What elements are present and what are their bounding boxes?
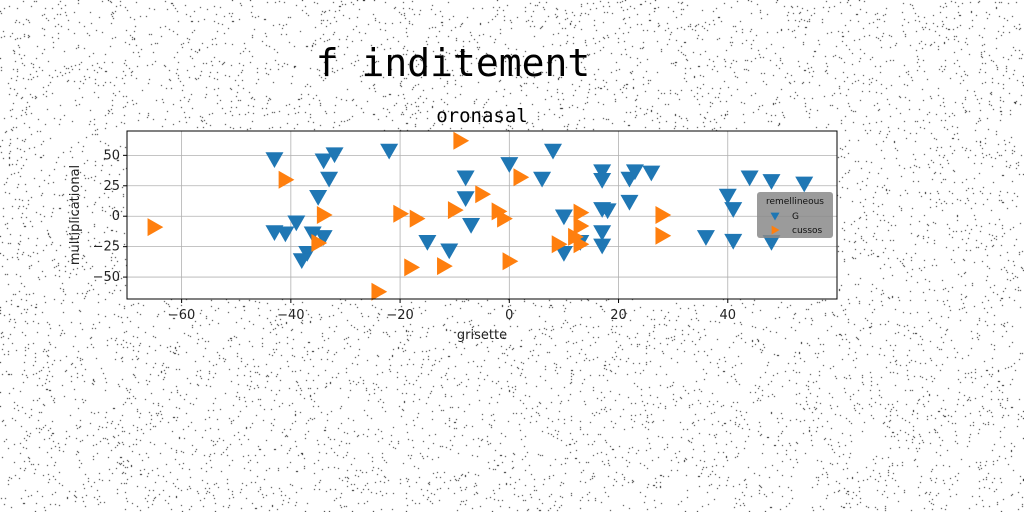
data-point-series-0 <box>598 203 617 220</box>
x-tick-label: −20 <box>386 308 413 323</box>
x-tick-label: −60 <box>168 308 195 323</box>
figure-suptitle: f inditement <box>316 41 591 85</box>
data-point-series-0 <box>625 164 644 181</box>
data-point-series-0 <box>724 202 743 218</box>
data-point-series-1 <box>409 209 426 228</box>
data-point-series-0 <box>320 171 339 188</box>
data-point-series-1 <box>278 170 295 189</box>
y-tick-label: −25 <box>93 240 120 255</box>
y-axis-ticks: −50 −25 0 25 50 <box>93 148 127 285</box>
data-point-series-0 <box>762 235 781 251</box>
x-tick-label: 20 <box>610 308 627 323</box>
x-tick-label: −40 <box>277 308 304 323</box>
grid-lines <box>127 131 837 299</box>
data-point-series-0 <box>620 194 639 211</box>
data-point-series-0 <box>593 164 612 181</box>
data-point-series-0 <box>642 165 661 182</box>
x-axis-ticks: −60 −40 −20 0 20 40 <box>168 299 736 323</box>
data-point-series-1 <box>311 234 328 252</box>
data-point-series-0 <box>276 226 295 243</box>
data-point-series-0 <box>544 143 562 160</box>
data-point-series-1 <box>316 206 333 224</box>
y-tick-label: 0 <box>112 209 120 224</box>
x-tick-label: 0 <box>505 308 513 323</box>
legend-label-0: G <box>792 212 799 222</box>
y-tick-label: 25 <box>103 179 120 194</box>
data-point-series-0 <box>456 170 475 187</box>
data-point-series-1 <box>502 252 519 271</box>
data-point-series-1 <box>655 226 672 245</box>
data-point-series-1 <box>371 282 388 301</box>
data-point-series-1 <box>147 218 164 237</box>
y-tick-label: 50 <box>103 148 120 163</box>
data-point-series-1 <box>447 201 464 220</box>
data-point-series-1 <box>568 227 584 246</box>
axes-title: oronasal <box>436 105 528 127</box>
data-point-series-1 <box>655 206 672 224</box>
data-point-series-0 <box>325 147 344 164</box>
data-points <box>147 131 814 301</box>
data-point-series-0 <box>265 152 284 168</box>
plot-area <box>126 130 838 301</box>
data-point-series-0 <box>287 215 306 232</box>
data-point-series-0 <box>718 188 737 205</box>
x-axis-label: grisette <box>457 328 507 343</box>
data-point-series-1 <box>573 203 590 222</box>
data-point-series-0 <box>309 189 328 206</box>
data-point-series-0 <box>554 209 573 226</box>
data-point-series-0 <box>440 243 459 260</box>
data-point-series-0 <box>740 170 759 187</box>
legend-title: remellineous <box>766 197 824 207</box>
data-point-series-1 <box>475 185 491 204</box>
data-point-series-1 <box>513 168 530 187</box>
legend-marker-0 <box>770 212 780 221</box>
data-point-series-0 <box>500 157 519 173</box>
data-point-series-0 <box>456 191 475 207</box>
data-point-series-0 <box>314 153 333 170</box>
data-point-series-0 <box>593 238 612 255</box>
data-point-series-1 <box>393 204 410 223</box>
data-point-series-1 <box>453 131 470 150</box>
plot-background <box>127 131 837 299</box>
data-point-series-0 <box>696 230 715 246</box>
legend-box <box>757 192 833 238</box>
data-point-series-1 <box>573 216 590 235</box>
data-point-series-0 <box>292 253 311 270</box>
data-point-series-0 <box>593 172 612 189</box>
y-axis-label: multiplicational <box>68 165 83 265</box>
plot-frame <box>126 130 838 300</box>
legend-marker-1 <box>771 225 780 235</box>
data-point-series-1 <box>404 258 420 277</box>
legend-label-1: cussos <box>792 226 823 236</box>
data-point-series-0 <box>593 225 612 242</box>
data-point-series-0 <box>380 143 399 160</box>
data-point-series-0 <box>554 245 573 262</box>
data-point-series-0 <box>762 174 781 190</box>
data-point-series-1 <box>551 235 568 254</box>
x-tick-label: 40 <box>719 308 736 323</box>
data-point-series-0 <box>314 230 333 246</box>
data-point-series-0 <box>462 217 481 234</box>
data-point-series-1 <box>497 209 513 228</box>
data-point-series-0 <box>533 171 552 188</box>
data-point-series-1 <box>437 257 453 276</box>
data-point-series-0 <box>795 176 814 193</box>
data-point-series-0 <box>418 235 437 251</box>
data-point-series-0 <box>724 233 743 250</box>
y-tick-label: −50 <box>93 270 120 285</box>
